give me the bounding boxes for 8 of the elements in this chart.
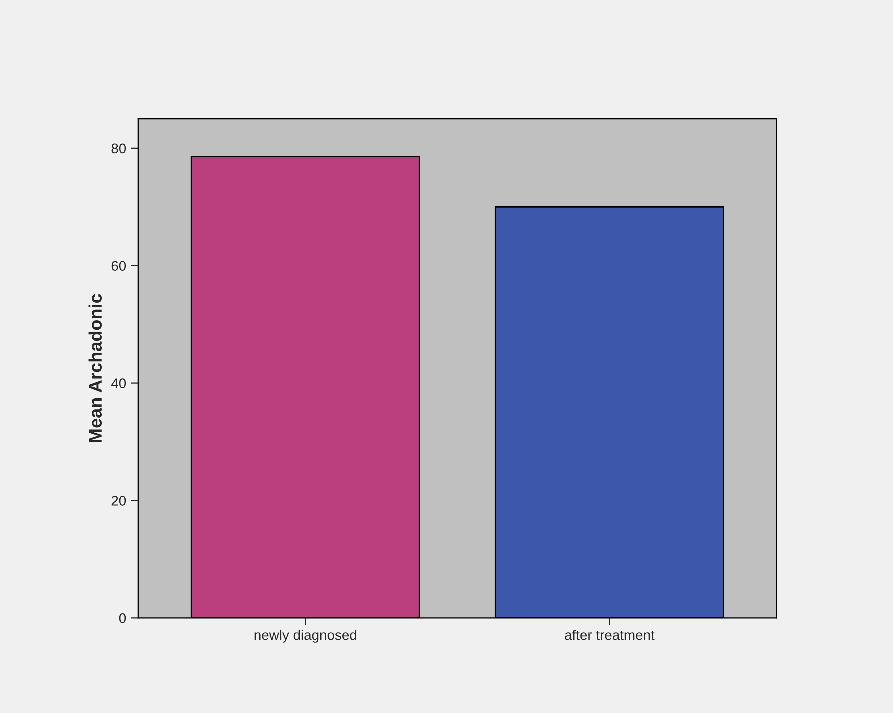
x-tick-label: newly diagnosed — [254, 630, 356, 643]
y-tick-label: 80 — [112, 144, 126, 154]
y-axis-title: Mean Archadonic — [88, 294, 102, 442]
x-tick-label: after treatment — [565, 630, 655, 640]
y-tick-label: 60 — [112, 261, 126, 272]
y-tick-label: 40 — [111, 378, 126, 388]
y-tick-label: 0 — [119, 614, 126, 624]
y-tick-label: 20 — [112, 496, 126, 506]
